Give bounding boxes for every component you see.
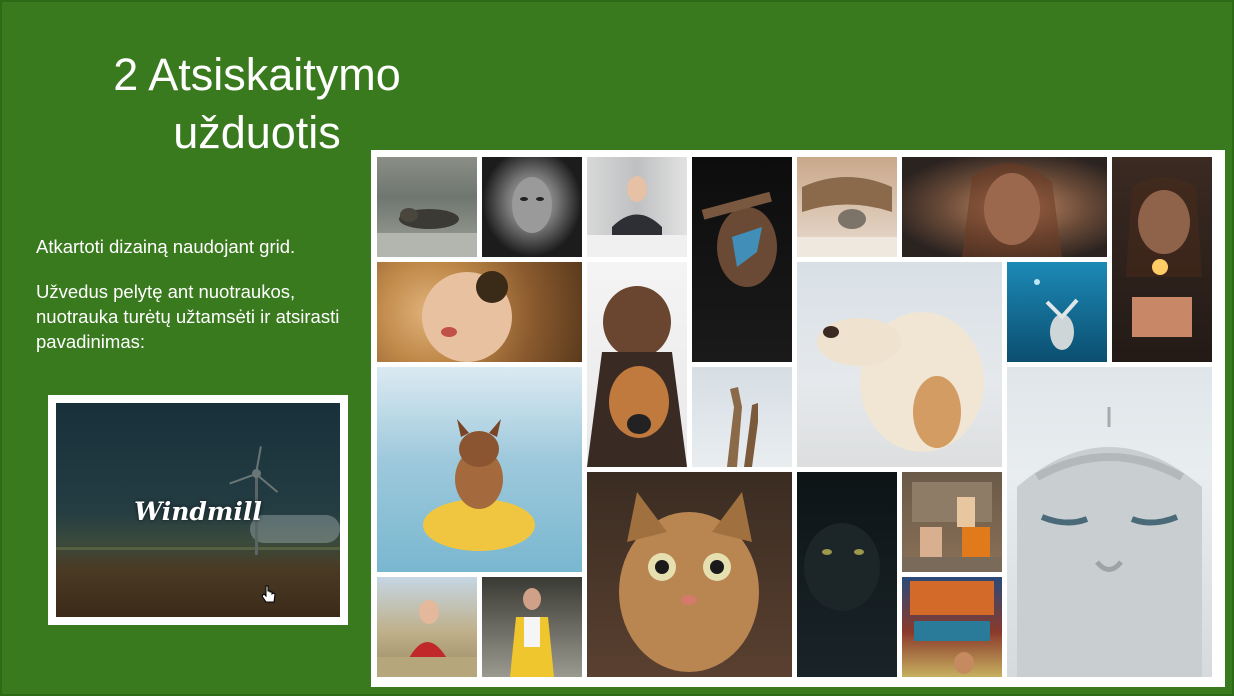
cat-photo-icon [619,492,759,672]
gallery-tile-blue-paint-face[interactable] [692,157,792,362]
portrait-photo-icon [377,600,477,677]
cat-photo-icon [804,523,880,611]
slide-title: 2 Atsiskaitymo užduotis [113,49,401,158]
people-photo-icon [902,482,1002,572]
gallery-tile-woman-hair[interactable] [902,157,1107,257]
seal-photo-icon [377,208,477,257]
portrait-photo-icon [510,588,554,677]
street-photo-icon [910,581,994,674]
gallery-tile-sadhus[interactable] [902,472,1002,572]
gallery-tile-giraffes[interactable] [692,367,792,467]
preview-caption: Windmill [134,497,262,526]
cat-photo-icon [797,177,897,257]
statue-photo-icon [1017,407,1202,677]
gallery-tile-eyepatch-woman[interactable] [377,262,582,362]
gallery-tile-buddha-statue[interactable] [1007,367,1212,677]
dog-photo-icon [817,312,984,452]
portrait-photo-icon [962,163,1062,257]
gallery-tile-man-dog[interactable] [587,262,687,467]
windmill-photo: Windmill [56,403,340,617]
gallery-tile-yellow-coat[interactable] [482,577,582,677]
gallery-tile-cat-closeup[interactable] [587,472,792,677]
hand-cursor-icon [261,585,276,603]
gallery-tile-cat-blanket[interactable] [797,157,897,257]
portrait-photo-icon [422,271,512,362]
cloud [250,515,340,543]
gallery-tile-black-cat[interactable] [797,472,897,677]
giraffe-photo-icon [727,387,758,467]
gallery-tile-wala-sign[interactable] [902,577,1002,677]
photo-gallery-grid [371,150,1225,687]
underwater-photo-icon [1034,279,1079,350]
portrait-photo-icon [512,177,552,233]
gallery-tile-diver[interactable] [1007,262,1107,362]
gallery-tile-bulldog-kayak[interactable] [377,367,582,572]
portrait-photo-icon [701,191,777,287]
dog-photo-icon [587,286,687,467]
gallery-tile-sparkler-girl[interactable] [1112,157,1212,362]
windmill-hub [252,469,261,478]
gallery-tile-labrador[interactable] [797,262,1002,467]
gallery-tile-woman-table[interactable] [587,157,687,257]
hover-preview-image: Windmill [48,395,348,625]
task-description: Atkartoti dizainą naudojant grid. Užvedu… [36,234,358,354]
gallery-tile-face-bw[interactable] [482,157,582,257]
portrait-photo-icon [1126,177,1202,337]
portrait-photo-icon [587,176,687,257]
gallery-tile-girl-grass[interactable] [377,577,477,677]
gallery-tile-seal[interactable] [377,157,477,257]
windmill-icon [255,473,258,555]
task-paragraph-2: Užvedus pelytę ant nuotraukos, nuotrauka… [36,281,340,352]
horizon [56,547,340,550]
dog-photo-icon [423,419,535,551]
task-paragraph-1: Atkartoti dizainą naudojant grid. [36,236,296,257]
